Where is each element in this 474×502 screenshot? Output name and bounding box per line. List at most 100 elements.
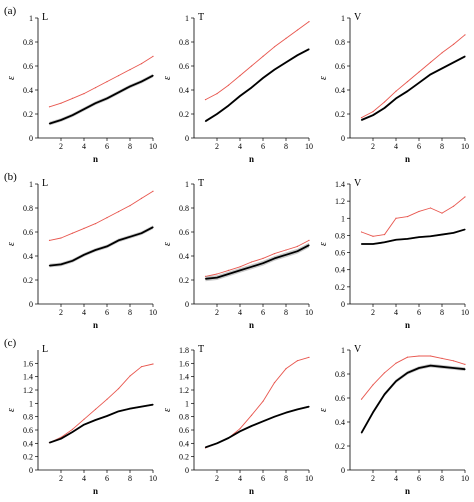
x-tick-label: 8 [440, 474, 444, 483]
data-point [418, 82, 420, 84]
x-tick-label: 6 [261, 308, 265, 317]
y-tick-label: 0 [29, 466, 33, 475]
data-point [106, 398, 108, 400]
y-tick-label: 0.8 [179, 204, 189, 213]
data-point [216, 277, 218, 279]
y-tick-label: 0.8 [179, 38, 189, 47]
data-point [395, 362, 397, 364]
x-tick-label: 2 [371, 474, 375, 483]
y-tick-label: 1.2 [179, 386, 189, 395]
data-point [360, 231, 363, 233]
x-tick-label: 4 [238, 308, 242, 317]
data-point [360, 432, 363, 434]
y-tick-label: 0.6 [335, 62, 345, 71]
x-tick-label: 8 [440, 308, 444, 317]
y-tick-label: 0 [185, 466, 189, 475]
data-point [285, 412, 287, 414]
series-line-red [205, 21, 310, 100]
data-point [83, 108, 85, 110]
data-point [262, 257, 264, 259]
data-point [152, 190, 154, 192]
series-line-red [361, 34, 466, 118]
series-band [49, 73, 153, 126]
data-point [296, 250, 299, 252]
data-point [395, 217, 397, 219]
panel-b-L: 2 4 6 8 10 0 0.2 0.4 0.6 0.8 1 Ln ε [6, 178, 157, 330]
x-tick-label: 10 [149, 308, 157, 317]
data-point [441, 357, 443, 359]
data-point [250, 87, 253, 89]
data-point [216, 113, 218, 115]
x-tick-label: 4 [238, 142, 242, 151]
data-point [140, 366, 143, 368]
data-point [60, 119, 62, 121]
data-point [372, 235, 374, 237]
panel-title: T [198, 12, 204, 23]
data-point [418, 210, 420, 213]
data-point [83, 424, 85, 426]
x-tick-label: 8 [128, 142, 132, 151]
panel-a-T: 2 4 6 8 10 0 0.2 0.4 0.6 0.8 1 Tn ε [162, 12, 313, 164]
data-point [296, 408, 299, 410]
series-line-red [49, 190, 154, 241]
y-tick-label: 0.4 [179, 439, 189, 448]
data-point [429, 207, 432, 209]
y-axis-label: ε [318, 76, 329, 80]
data-point [452, 232, 455, 234]
data-point [452, 360, 455, 362]
data-point [273, 253, 276, 255]
data-point [216, 93, 218, 95]
y-tick-label: 0.2 [179, 276, 189, 285]
y-tick-label: 1 [341, 214, 345, 223]
x-tick-label: 10 [149, 142, 157, 151]
data-point [308, 48, 310, 50]
y-tick-label: 1.4 [23, 373, 33, 382]
data-point [383, 372, 386, 374]
data-point [308, 239, 310, 241]
series-line-black [360, 364, 466, 434]
series-band [49, 225, 153, 268]
x-tick-label: 10 [305, 474, 313, 483]
y-tick-label: 1.4 [179, 373, 189, 382]
data-point [48, 265, 51, 267]
y-tick-label: 1.4 [335, 180, 345, 189]
panel-c-L: 2 4 6 8 10 0 0.2 0.4 0.6 0.8 1 1.2 1.4 1.6 Ln ε [6, 344, 157, 496]
x-axis-label: n [405, 320, 410, 330]
y-tick-label: 0.8 [23, 38, 33, 47]
panel-a-L: 2 4 6 8 10 0 0.2 0.4 0.6 0.8 1 Ln ε [6, 12, 157, 164]
y-tick-label: 0.2 [179, 453, 189, 462]
data-point [239, 269, 241, 271]
series-line-black [205, 405, 310, 449]
data-point [106, 245, 108, 247]
panel-a-V: 2 4 6 8 10 0 0.2 0.4 0.6 0.8 1 Vn ε [318, 12, 469, 164]
x-tick-label: 4 [394, 474, 398, 483]
y-tick-label: 0.2 [335, 110, 345, 119]
data-point [383, 101, 386, 103]
x-tick-label: 2 [59, 142, 63, 151]
y-axis-label: ε [162, 76, 173, 80]
data-point [60, 263, 62, 265]
data-point [262, 400, 264, 402]
x-tick-label: 6 [105, 142, 109, 151]
data-point [296, 29, 299, 31]
y-axis-label: ε [6, 242, 17, 246]
x-tick-label: 2 [215, 142, 219, 151]
series-band [49, 403, 153, 444]
data-point [360, 117, 363, 119]
series-line-red [361, 355, 466, 400]
data-point [395, 380, 397, 382]
data-point [83, 93, 85, 95]
data-point [117, 388, 120, 390]
y-axis-label: ε [6, 76, 17, 80]
data-point [372, 384, 374, 386]
panel-title: T [198, 178, 204, 189]
x-tick-label: 6 [261, 142, 265, 151]
data-point [94, 102, 97, 104]
series-line-black [205, 48, 310, 122]
y-tick-label: 1 [185, 180, 189, 189]
x-tick-label: 8 [128, 474, 132, 483]
y-tick-label: 1 [185, 14, 189, 23]
data-point [140, 406, 143, 408]
data-point [452, 43, 455, 46]
data-point [372, 114, 374, 116]
